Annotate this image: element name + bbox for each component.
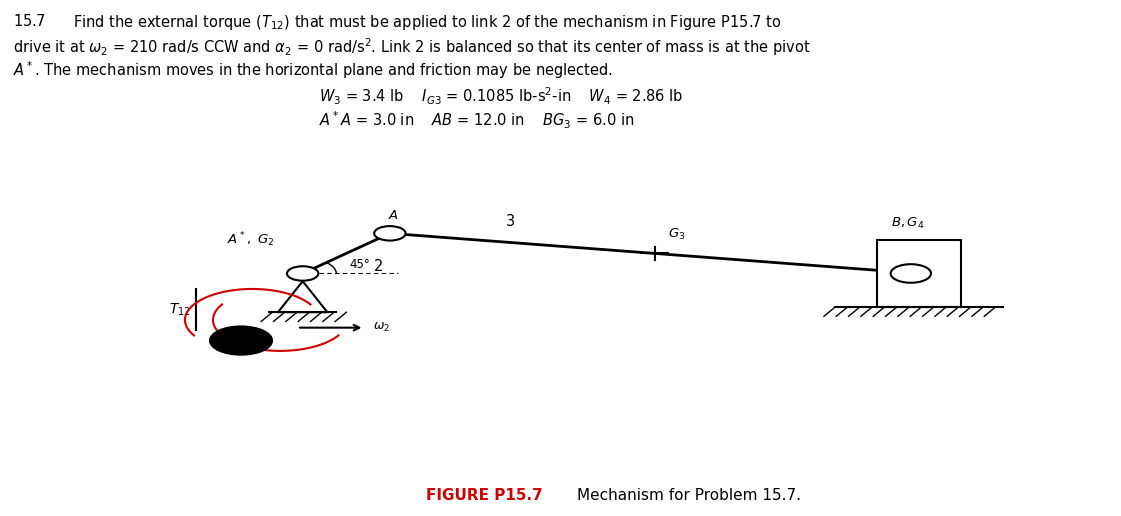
Text: Find the external torque ($T_{12}$) that must be applied to link 2 of the mechan: Find the external torque ($T_{12}$) that…	[73, 13, 781, 32]
Text: 4: 4	[893, 273, 902, 289]
Text: $B, G_4$: $B, G_4$	[891, 216, 925, 231]
Text: 2: 2	[374, 259, 383, 273]
Circle shape	[287, 266, 318, 281]
Text: drive it at $\omega_2$ = 210 rad/s CCW and $\alpha_2$ = 0 rad/s$^2$. Link 2 is b: drive it at $\omega_2$ = 210 rad/s CCW a…	[13, 36, 810, 58]
Text: $\omega_2$: $\omega_2$	[373, 321, 390, 334]
Circle shape	[890, 264, 930, 283]
Bar	[878, 240, 961, 307]
Text: $G_3$: $G_3$	[668, 227, 685, 242]
Text: $\mathit{15.7}$: $\mathit{15.7}$	[13, 13, 46, 29]
Text: $W_3$ = 3.4 lb    $I_{G3}$ = 0.1085 lb-s$^2$-in    $W_4$ = 2.86 lb: $W_3$ = 3.4 lb $I_{G3}$ = 0.1085 lb-s$^2…	[319, 85, 684, 106]
Text: $A$: $A$	[388, 209, 399, 222]
Circle shape	[374, 226, 406, 240]
Text: $A^*A$ = 3.0 in    $AB$ = 12.0 in    $BG_3$ = 6.0 in: $A^*A$ = 3.0 in $AB$ = 12.0 in $BG_3$ = …	[319, 109, 636, 131]
Text: 45°: 45°	[350, 258, 371, 271]
Text: $T_{12}$: $T_{12}$	[168, 301, 191, 318]
Text: 3: 3	[507, 214, 516, 229]
Text: Mechanism for Problem 15.7.: Mechanism for Problem 15.7.	[577, 488, 802, 503]
Text: FIGURE P15.7: FIGURE P15.7	[426, 488, 543, 503]
Text: $A^*,\ G_2$: $A^*,\ G_2$	[228, 231, 275, 249]
Circle shape	[210, 326, 272, 355]
Text: $A^*$. The mechanism moves in the horizontal plane and friction may be neglected: $A^*$. The mechanism moves in the horizo…	[13, 59, 613, 81]
